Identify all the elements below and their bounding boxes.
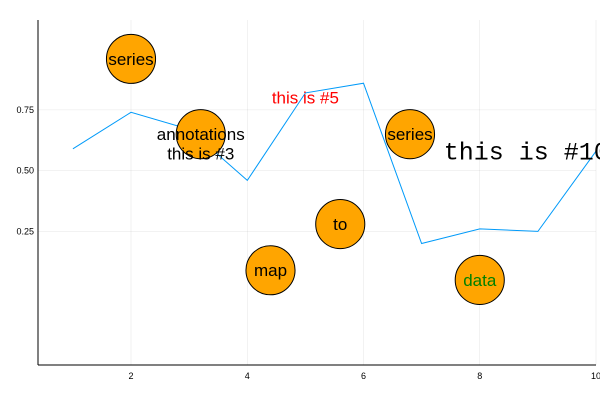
- x-tick-label: 6: [361, 371, 366, 381]
- marker-circle: [175, 109, 226, 160]
- x-tick-label: 2: [128, 371, 133, 381]
- marker-label: map: [254, 261, 287, 280]
- marker-circle: [454, 254, 505, 306]
- annotations: this is #3 this is #5 this is #10: [167, 89, 600, 168]
- marker-label: to: [333, 215, 347, 234]
- marker-circle: [105, 33, 157, 84]
- y-tick-label: 0.75: [16, 105, 34, 115]
- x-tick-label: 8: [477, 371, 482, 381]
- x-tick-label: 10: [591, 371, 600, 381]
- marker-label: series: [387, 125, 432, 144]
- y-tick-label: 0.25: [16, 226, 34, 236]
- y-tick-label: 0.50: [16, 166, 34, 176]
- marker-label: series: [108, 50, 153, 69]
- annotation-text: this is #5: [272, 89, 339, 108]
- annotation-text: this is #10: [444, 139, 600, 168]
- axes: [37, 20, 596, 366]
- tick-labels: 2 4 6 8 10 0.25 0.50 0.75: [16, 105, 600, 381]
- marker-label: annotations: [157, 125, 245, 144]
- marker-circle: [315, 199, 366, 250]
- annotation-text: this is #3: [167, 145, 234, 164]
- marker-label: data: [463, 271, 497, 290]
- series-line: [72, 82, 597, 245]
- series-lines: [72, 82, 597, 245]
- marker-circle: [245, 245, 296, 296]
- markers: series annotations map to series data: [105, 33, 505, 306]
- marker-circle: [384, 109, 436, 160]
- x-tick-label: 4: [245, 371, 250, 381]
